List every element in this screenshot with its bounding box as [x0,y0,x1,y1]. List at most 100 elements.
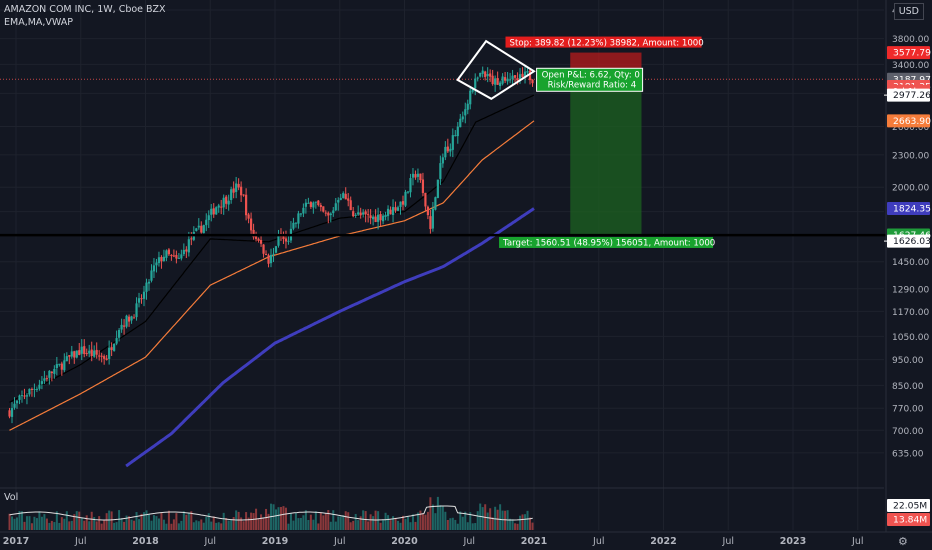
volume-bar [170,523,173,530]
price-badge-bg [887,46,930,60]
price-tick-label: 2600.00 [892,123,929,133]
volume-bar [147,514,150,530]
volume-bar [317,523,320,530]
symbol-title[interactable]: AMAZON COM INC, 1W, Cboe BZX [4,4,166,15]
volume-bar [292,520,295,530]
candle-body [230,189,233,200]
volume-bar [195,520,198,530]
grid [0,0,884,530]
candle-body [344,193,347,200]
candle-body [352,211,355,217]
candle-body [200,225,203,233]
volume-bar [486,512,489,530]
volume-bar [461,516,464,530]
volume-bar [519,515,522,530]
volume-bar [294,513,297,530]
candle-body [264,253,268,255]
candle-body [127,316,131,322]
volume-bar [436,496,439,530]
time-tick-label: 2022 [650,536,676,547]
currency-button[interactable]: USD [893,3,924,20]
candle-body [312,202,315,208]
candle-body [277,234,280,246]
volume-bar [372,516,375,530]
volume-bar [115,522,118,530]
candle-body [471,88,474,92]
candle-body [292,222,295,229]
volume-badge: 13.84M [887,513,930,526]
candle-body [13,403,16,408]
stop-label-text: Stop: 389.82 (12.23%) 38982, Amount: 100… [510,38,704,48]
candle-body [137,298,141,303]
candle-body [466,103,469,110]
indicators-legend[interactable]: EMA,MA,VWAP [4,17,74,28]
candle-body [389,209,392,215]
volume-bar [152,515,155,530]
price-tick-label: 2300.00 [892,151,929,161]
volume-bar [499,504,502,530]
candle-body [322,206,325,212]
candle-body [329,213,332,216]
volume-bar [319,512,322,530]
volume-bar [38,511,41,530]
volume-bar [105,513,108,530]
candle-body [147,281,151,284]
price-tick-label: 950.00 [892,356,924,366]
candle-body [162,256,166,261]
volume-bar [15,517,18,530]
candle-body [43,378,46,381]
settings-icon[interactable]: ⚙ [898,535,908,548]
candle-body [357,212,360,215]
volume-bar [20,511,23,530]
price-badge-bg [887,114,930,128]
volume-bar [25,516,28,530]
volume-bar [284,507,287,530]
time-tick-label: Jul [74,536,86,547]
candle-body [302,207,305,214]
candle-body [165,250,168,258]
candle-body [55,364,58,369]
candle-body [195,228,198,231]
volume-bar [352,520,355,530]
candle-body [140,298,143,300]
time-tick-label: Jul [463,536,475,547]
candle-body [396,207,400,211]
candle-body [172,255,175,257]
volume-bar [138,519,141,530]
candle-body [359,212,362,216]
time-tick-label: 2018 [132,536,159,547]
volume-bar [377,511,380,530]
candle-body [122,325,126,327]
volume-bar [444,511,447,530]
volume-bar [217,522,220,530]
candle-body [414,174,417,178]
volume-bar [197,521,200,530]
volume-bar [68,521,71,530]
candle-body [469,90,472,105]
candle-body [439,163,442,179]
volume-bar [399,522,402,530]
candle-body [391,207,395,215]
candle-body [78,350,81,355]
candle-body [419,173,422,181]
volume-bar [63,518,66,530]
candle-body [205,219,208,226]
vwap-line [125,207,535,468]
volume-bar [222,512,225,530]
price-badge-bg [887,234,930,248]
volume-bar [250,512,253,530]
volume-ma-line [9,505,533,521]
candle-body [80,346,83,354]
volume-bar [70,520,73,530]
candle-body [399,201,402,207]
candle-body [456,126,459,137]
candle-body [235,183,238,192]
volume-bar [83,520,86,530]
time-tick-label: Jul [333,536,345,547]
volume-bar [252,513,255,530]
candle-body [33,388,36,390]
volume-bar [40,516,43,530]
candle-body [65,356,68,362]
